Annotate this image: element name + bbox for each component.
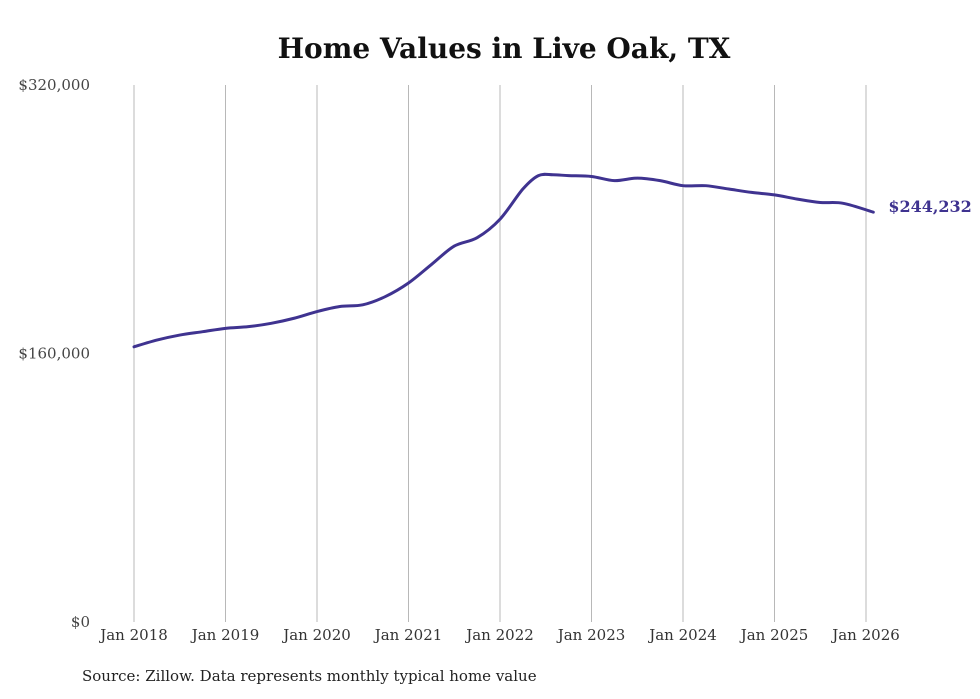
series-layer: $244,232 [132,172,972,349]
x-axis-ticks: Jan 2018 Jan 2019 Jan 2020 Jan 2021 Jan 2022… [98,626,900,644]
end-value-label: $244,232 [888,197,972,216]
gridlines [133,85,867,622]
x-tick-label: Jan 2020 [281,626,351,644]
x-tick-label: Jan 2021 [373,626,443,644]
y-tick-label: $0 [71,613,90,631]
x-tick-label: Jan 2022 [464,626,534,644]
line-chart: $0$160,000$320,000 Jan 2018 Jan 2019 Jan 2… [18,76,972,644]
y-tick-label: $320,000 [18,76,90,94]
y-axis-ticks: $0 $160,000 $320,000 [18,76,90,631]
y-tick-label: $160,000 [18,345,90,363]
x-tick-label: Jan 2025 [739,626,809,644]
x-tick-label: Jan 2024 [647,626,717,644]
source-note: Source: Zillow. Data represents monthly … [82,667,537,685]
series-line [132,172,875,349]
x-tick-label: Jan 2019 [190,626,260,644]
x-tick-label: Jan 2026 [830,626,900,644]
x-tick-label: Jan 2023 [556,626,626,644]
chart-title: Home Values in Live Oak, TX [277,32,731,65]
x-tick-label: Jan 2018 [98,626,168,644]
